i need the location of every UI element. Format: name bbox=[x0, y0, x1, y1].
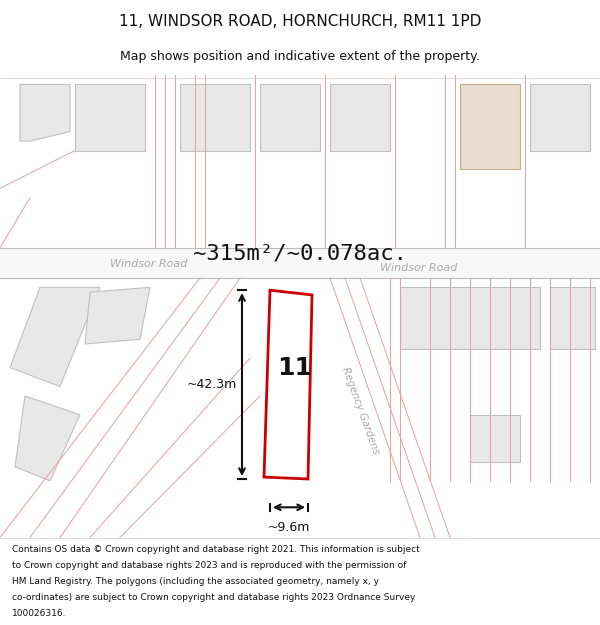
Text: ~42.3m: ~42.3m bbox=[187, 378, 237, 391]
Polygon shape bbox=[10, 288, 100, 386]
Text: ~9.6m: ~9.6m bbox=[268, 521, 310, 534]
Polygon shape bbox=[85, 288, 150, 344]
Polygon shape bbox=[530, 84, 590, 151]
Polygon shape bbox=[15, 396, 80, 481]
Polygon shape bbox=[460, 84, 520, 169]
Text: HM Land Registry. The polygons (including the associated geometry, namely x, y: HM Land Registry. The polygons (includin… bbox=[12, 577, 379, 586]
Text: 11, WINDSOR ROAD, HORNCHURCH, RM11 1PD: 11, WINDSOR ROAD, HORNCHURCH, RM11 1PD bbox=[119, 14, 481, 29]
Text: 100026316.: 100026316. bbox=[12, 609, 67, 618]
Text: Windsor Road: Windsor Road bbox=[380, 264, 457, 274]
Text: co-ordinates) are subject to Crown copyright and database rights 2023 Ordnance S: co-ordinates) are subject to Crown copyr… bbox=[12, 593, 415, 602]
Text: Windsor Road: Windsor Road bbox=[110, 259, 187, 269]
Polygon shape bbox=[260, 84, 320, 151]
Polygon shape bbox=[20, 84, 70, 141]
Polygon shape bbox=[75, 84, 145, 151]
Text: Map shows position and indicative extent of the property.: Map shows position and indicative extent… bbox=[120, 50, 480, 62]
Polygon shape bbox=[180, 84, 250, 151]
Polygon shape bbox=[400, 288, 540, 349]
Text: ~315m²/~0.078ac.: ~315m²/~0.078ac. bbox=[193, 243, 407, 263]
Polygon shape bbox=[0, 248, 600, 278]
Text: 11: 11 bbox=[277, 356, 313, 379]
Polygon shape bbox=[470, 415, 520, 462]
Text: Contains OS data © Crown copyright and database right 2021. This information is : Contains OS data © Crown copyright and d… bbox=[12, 544, 420, 554]
Text: Regency Gardens: Regency Gardens bbox=[340, 365, 380, 455]
Polygon shape bbox=[550, 288, 595, 349]
Text: to Crown copyright and database rights 2023 and is reproduced with the permissio: to Crown copyright and database rights 2… bbox=[12, 561, 406, 570]
Polygon shape bbox=[330, 84, 390, 151]
Polygon shape bbox=[264, 290, 312, 479]
